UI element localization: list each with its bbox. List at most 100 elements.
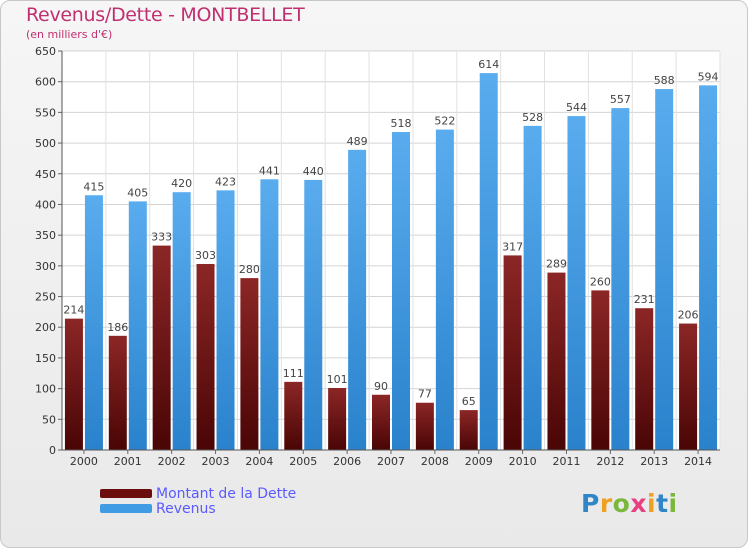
legend-label-revenus: Revenus <box>156 500 216 517</box>
bar-revenus <box>479 73 498 451</box>
y-tick-label: 200 <box>35 321 56 334</box>
data-label-revenus: 518 <box>391 117 412 130</box>
y-tick-label: 50 <box>42 413 56 426</box>
data-label-revenus: 594 <box>698 70 719 83</box>
data-label-debt: 214 <box>63 304 84 317</box>
logo-letter: x <box>630 489 647 518</box>
y-tick-label: 0 <box>49 444 56 457</box>
legend-item-debt: Montant de la Dette <box>100 485 297 502</box>
bar-revenus <box>216 190 235 450</box>
data-label-debt: 280 <box>239 263 260 276</box>
data-label-debt: 77 <box>418 388 432 401</box>
data-label-revenus: 489 <box>347 135 368 148</box>
data-label-revenus: 557 <box>610 93 631 106</box>
bar-debt <box>503 255 522 450</box>
data-label-debt: 186 <box>107 321 128 334</box>
bar-debt <box>240 278 259 450</box>
x-tick-label: 2012 <box>596 455 624 468</box>
data-label-debt: 303 <box>195 249 216 262</box>
bar-revenus <box>699 85 718 451</box>
bar-revenus <box>435 129 454 450</box>
x-tick-label: 2007 <box>377 455 405 468</box>
bar-revenus <box>523 125 542 451</box>
bar-revenus <box>84 195 103 450</box>
data-label-revenus: 588 <box>654 74 675 87</box>
data-label-revenus: 440 <box>303 165 324 178</box>
data-label-debt: 101 <box>327 373 348 386</box>
bar-revenus <box>392 132 410 450</box>
x-tick-label: 2001 <box>114 455 142 468</box>
x-tick-label: 2008 <box>421 455 449 468</box>
bar-debt <box>64 318 83 450</box>
x-tick-label: 2006 <box>333 455 361 468</box>
bar-debt <box>459 410 478 450</box>
logo-letter: P <box>581 489 600 518</box>
data-label-revenus: 423 <box>215 175 236 188</box>
data-label-revenus: 522 <box>434 115 455 128</box>
logo-letter: o <box>612 489 631 518</box>
data-label-debt: 111 <box>283 367 304 380</box>
bar-debt <box>284 381 303 450</box>
logo-letter: i <box>668 489 678 518</box>
bar-revenus <box>304 179 323 450</box>
legend: Montant de la Dette Revenus <box>100 485 297 517</box>
data-label-debt: 206 <box>678 309 699 322</box>
data-label-revenus: 415 <box>83 180 104 193</box>
y-tick-label: 300 <box>35 260 56 273</box>
y-tick-label: 400 <box>35 198 56 211</box>
bar-debt <box>328 388 347 450</box>
logo-letter: r <box>599 489 613 518</box>
legend-label-debt: Montant de la Dette <box>156 485 297 502</box>
x-tick-label: 2010 <box>509 455 537 468</box>
plot-area <box>62 51 720 450</box>
data-label-debt: 65 <box>462 395 476 408</box>
bar-revenus <box>128 201 147 450</box>
x-tick-label: 2004 <box>245 455 273 468</box>
bar-revenus <box>655 89 674 450</box>
x-tick-label: 2014 <box>684 455 712 468</box>
data-label-debt: 231 <box>634 293 655 306</box>
x-tick-label: 2003 <box>202 455 230 468</box>
bar-debt <box>547 272 566 450</box>
legend-item-revenus: Revenus <box>100 500 296 517</box>
bar-debt <box>591 290 610 450</box>
chart-title: Revenus/Dette - MONTBELLET <box>26 4 305 26</box>
bar-debt <box>152 245 171 450</box>
y-tick-label: 150 <box>35 352 56 365</box>
legend-swatch-debt <box>100 489 152 498</box>
x-tick-label: 2000 <box>70 455 98 468</box>
proxiti-logo: Proxiti <box>581 489 678 518</box>
y-tick-label: 500 <box>35 137 56 150</box>
y-tick-label: 600 <box>35 76 56 89</box>
x-tick-label: 2009 <box>465 455 493 468</box>
bar-revenus <box>348 149 367 450</box>
bar-debt <box>372 394 390 450</box>
x-tick-label: 2011 <box>552 455 580 468</box>
data-label-debt: 260 <box>590 275 611 288</box>
data-label-debt: 289 <box>546 258 567 271</box>
y-tick-label: 250 <box>35 291 56 304</box>
data-label-debt: 90 <box>374 380 388 393</box>
data-label-debt: 333 <box>151 231 172 244</box>
x-tick-label: 2013 <box>640 455 668 468</box>
data-label-revenus: 528 <box>522 111 543 124</box>
data-label-revenus: 420 <box>171 177 192 190</box>
x-tick-label: 2002 <box>158 455 186 468</box>
bar-revenus <box>567 116 586 451</box>
bar-debt <box>679 323 698 450</box>
logo-letter: i <box>647 489 657 518</box>
x-tick-label: 2005 <box>289 455 317 468</box>
bar-debt <box>415 402 434 450</box>
legend-swatch-revenus <box>100 504 152 513</box>
data-label-debt: 317 <box>502 240 523 253</box>
y-tick-label: 450 <box>35 168 56 181</box>
y-tick-label: 550 <box>35 106 56 119</box>
data-label-revenus: 441 <box>259 164 280 177</box>
logo-letter: t <box>656 489 669 518</box>
bar-debt <box>108 335 127 450</box>
bar-revenus <box>260 179 279 451</box>
y-tick-label: 100 <box>35 383 56 396</box>
bar-revenus <box>172 192 191 450</box>
bar-debt <box>635 308 654 450</box>
